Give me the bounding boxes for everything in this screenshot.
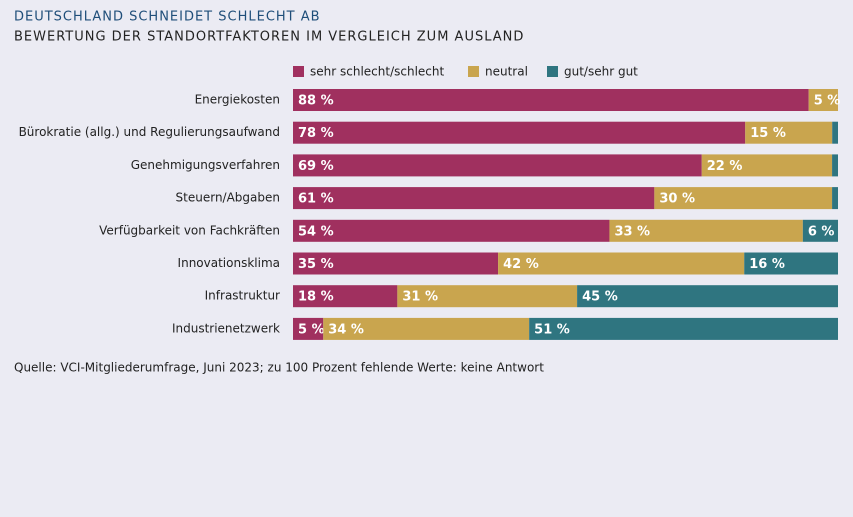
bar-segment <box>808 89 838 111</box>
data-label: 15 % <box>750 126 786 141</box>
y-tick-label: Bürokratie (allg.) und Regulierungsaufwa… <box>19 125 280 139</box>
bar-segment <box>654 187 833 210</box>
data-label: 30 % <box>659 192 695 207</box>
bar-segment <box>744 252 838 275</box>
data-label: 31 % <box>402 290 438 305</box>
legend-swatch <box>468 66 479 77</box>
legend-swatch <box>547 66 558 77</box>
bar-segment <box>832 187 838 210</box>
legend-label: sehr schlecht/schlecht <box>310 65 444 79</box>
data-label: 78 % <box>298 126 334 141</box>
data-label: 34 % <box>328 322 364 337</box>
bar-segment <box>745 121 833 144</box>
data-label: 61 % <box>298 192 334 207</box>
y-tick-label: Verfügbarkeit von Fachkräften <box>99 223 280 237</box>
data-label: 51 % <box>534 322 570 337</box>
y-tick-label: Innovationsklima <box>178 256 280 270</box>
data-label: 6 % <box>808 224 835 239</box>
chart-title: DEUTSCHLAND SCHNEIDET SCHLECHT AB <box>14 10 321 25</box>
bar-segment <box>397 285 578 308</box>
legend-swatch <box>293 66 304 77</box>
data-label: 18 % <box>298 290 334 305</box>
legend-label: neutral <box>485 65 528 79</box>
bar-segment <box>293 317 324 340</box>
bar-segment <box>609 219 803 242</box>
bar-segment <box>293 89 809 111</box>
data-label: 45 % <box>582 290 618 305</box>
data-label: 88 % <box>298 94 334 109</box>
data-label: 33 % <box>614 224 650 239</box>
legend-label: gut/sehr gut <box>564 65 638 79</box>
data-label: 42 % <box>503 257 539 272</box>
bar-segment <box>529 317 838 340</box>
bar-segment <box>293 121 746 144</box>
bar-segment <box>293 219 610 242</box>
y-tick-label: Genehmigungsverfahren <box>131 158 280 172</box>
chart-subtitle: BEWERTUNG DER STANDORTFAKTOREN IM VERGLE… <box>14 30 524 45</box>
bar-segment <box>802 219 838 242</box>
bar-segment <box>293 154 702 177</box>
bar-segment <box>323 317 530 340</box>
source: Quelle: VCI-Mitgliederumfrage, Juni 2023… <box>14 361 544 375</box>
data-label: 5 % <box>814 94 841 109</box>
data-label: 69 % <box>298 159 334 174</box>
data-label: 5 % <box>298 322 325 337</box>
bar-segment <box>293 285 398 308</box>
data-label: 54 % <box>298 224 334 239</box>
bar-segment <box>701 154 833 177</box>
y-tick-label: Infrastruktur <box>205 289 280 303</box>
data-label: 35 % <box>298 257 334 272</box>
bar-segment <box>577 285 838 308</box>
data-label: 22 % <box>707 159 743 174</box>
data-label: 16 % <box>749 257 785 272</box>
y-tick-label: Energiekosten <box>195 93 280 107</box>
bar-segment <box>832 121 838 144</box>
y-tick-label: Steuern/Abgaben <box>176 191 280 205</box>
bar-segment <box>498 252 745 275</box>
bar-segment <box>832 154 838 177</box>
y-tick-label: Industrienetzwerk <box>172 321 280 335</box>
bar-segment <box>293 187 655 210</box>
bar-segment <box>293 252 499 275</box>
